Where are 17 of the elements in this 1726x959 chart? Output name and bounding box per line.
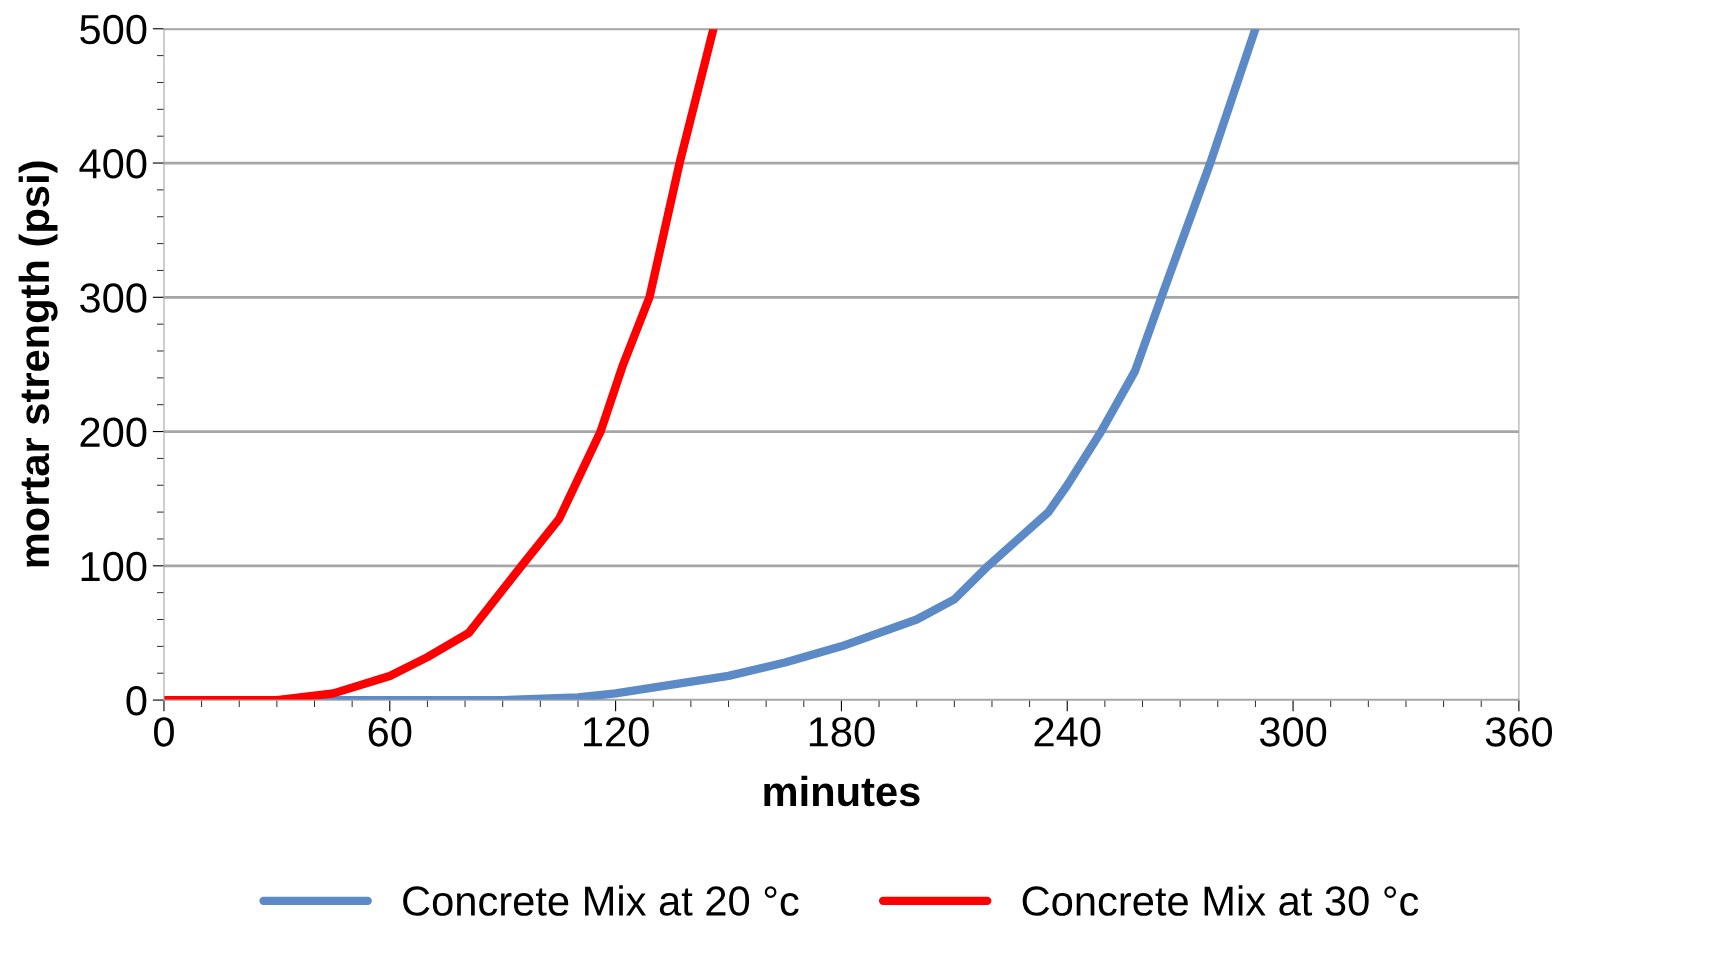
y-axis-title: mortar strength (psi): [18, 161, 58, 567]
x-tick-label: 0: [154, 717, 174, 747]
y-tick-label: 0: [126, 686, 147, 716]
x-tick-label: 240: [1034, 717, 1101, 747]
x-tick-label: 60: [368, 717, 412, 747]
x-tick-label: 300: [1259, 717, 1327, 747]
x-tick-label: 180: [809, 717, 875, 747]
legend-label: Concrete Mix at 30 °c: [1022, 885, 1419, 916]
legend-label: Concrete Mix at 20 °c: [403, 885, 799, 916]
x-tick-label: 360: [1485, 717, 1553, 747]
y-tick-label: 400: [79, 149, 147, 179]
y-tick-label: 500: [80, 14, 147, 45]
y-tick-label: 300: [80, 283, 147, 313]
y-tick-label: 200: [80, 417, 147, 448]
x-axis-title: minutes: [764, 775, 920, 807]
x-tick-label: 120: [584, 717, 649, 747]
y-tick-label: 100: [81, 551, 147, 582]
